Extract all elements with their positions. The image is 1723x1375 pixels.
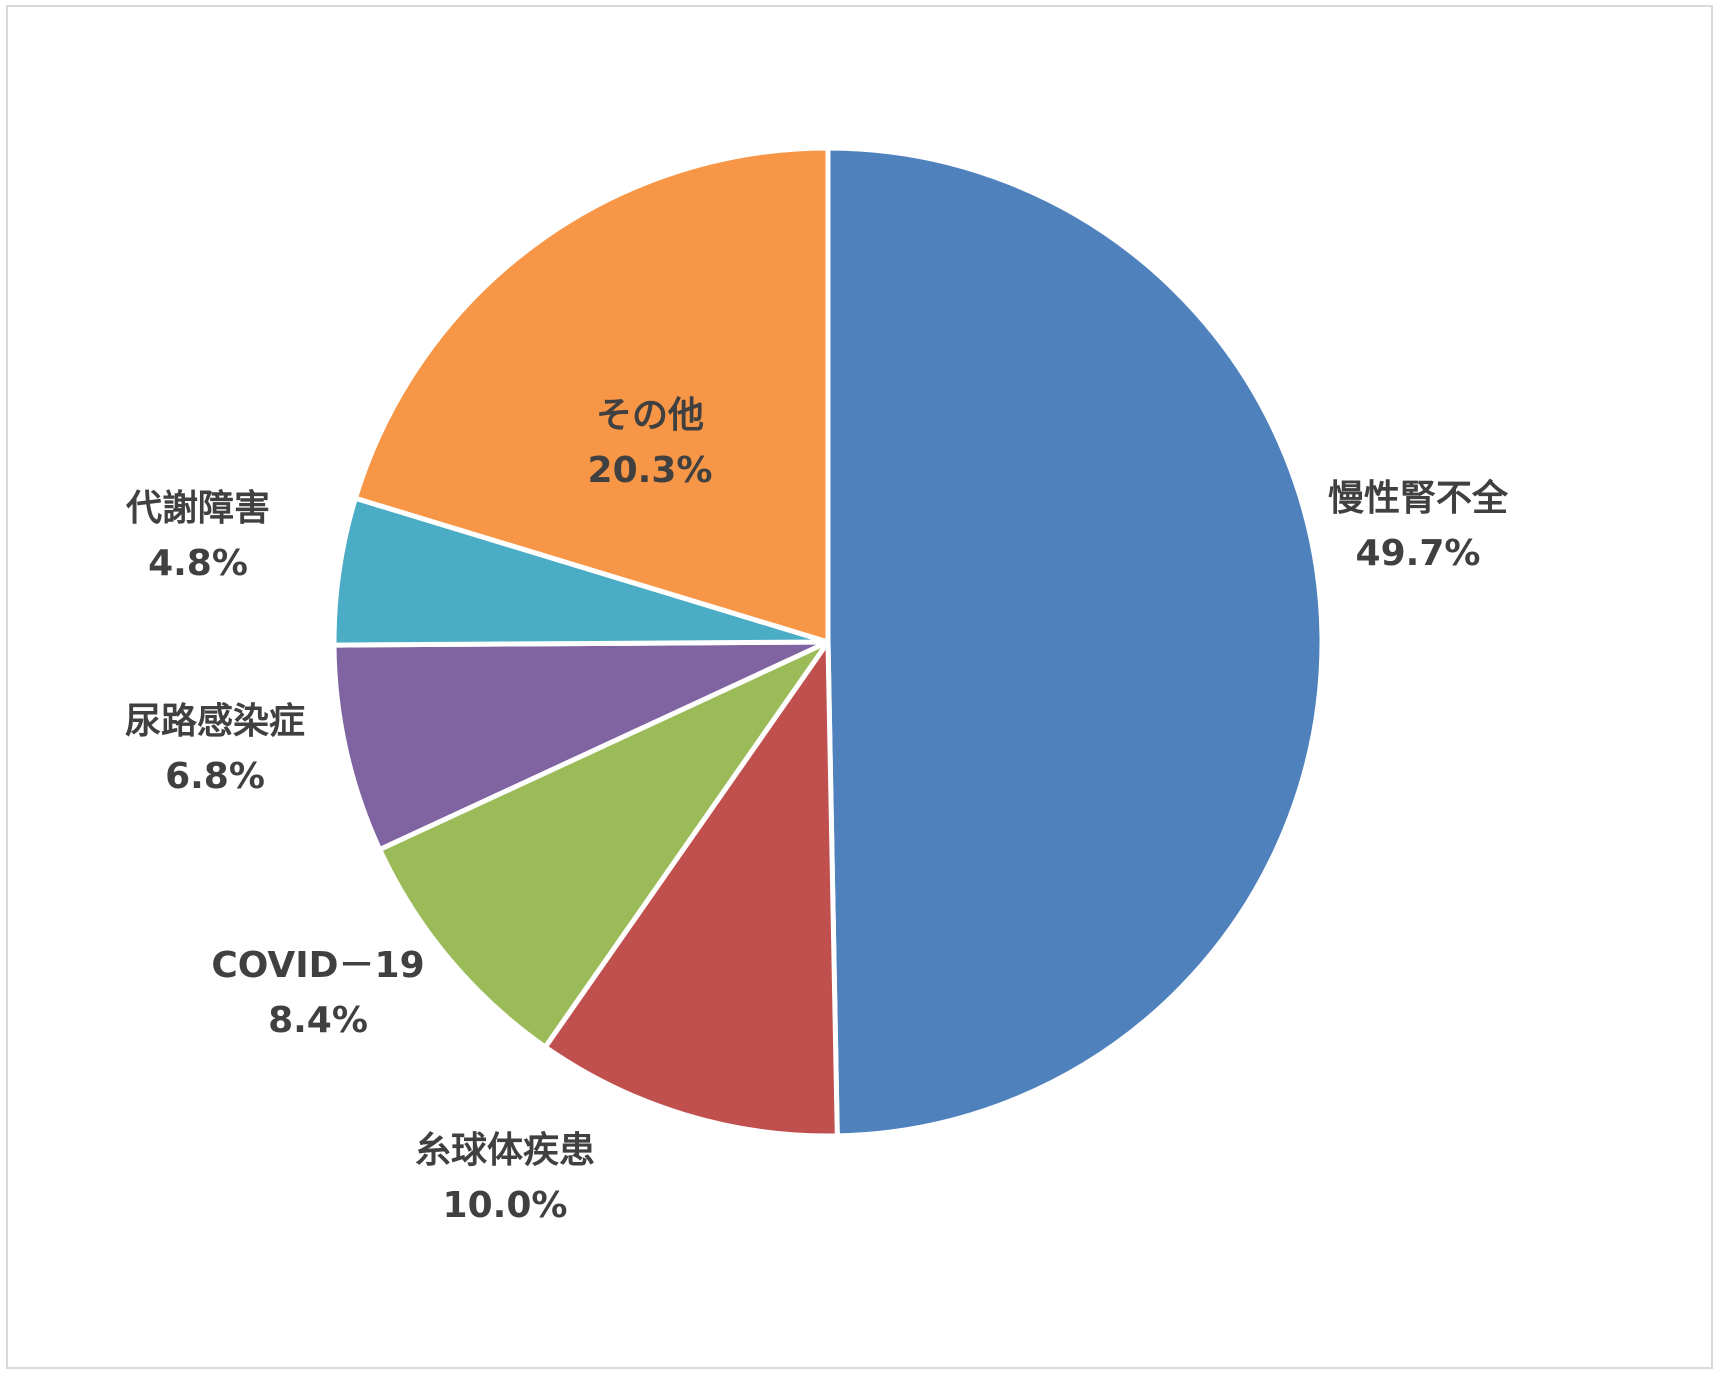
pie-slice-6 bbox=[352, 145, 831, 645]
slice-label-4: 尿路感染症 6.8% bbox=[125, 701, 305, 797]
slice-value-label: 10.0% bbox=[443, 1185, 568, 1226]
slice-value-label: 4.8% bbox=[148, 543, 248, 584]
slice-value-label: 8.4% bbox=[268, 1000, 368, 1041]
slice-value-label: 6.8% bbox=[165, 756, 265, 797]
slice-name-label: その他 bbox=[596, 395, 704, 436]
slice-name-label: 尿路感染症 bbox=[125, 701, 305, 742]
pie-slice-3 bbox=[377, 639, 831, 1050]
slice-value-label: 49.7% bbox=[1356, 533, 1481, 574]
pie-slice-5 bbox=[331, 495, 831, 648]
slice-name-label: 糸球体疾患 bbox=[415, 1130, 595, 1171]
slice-label-2: 糸球体疾患 10.0% bbox=[415, 1130, 595, 1226]
slice-name-label: 代謝障害 bbox=[125, 488, 270, 529]
slice-label-5: 代謝障害 4.8% bbox=[125, 488, 270, 584]
slice-value-label: 20.3% bbox=[588, 450, 713, 491]
pie-slice-2 bbox=[542, 639, 840, 1139]
slice-label-1: 慢性腎不全 49.7% bbox=[1328, 477, 1509, 574]
pie-slice-1 bbox=[825, 145, 1325, 1139]
pie-slice-4 bbox=[331, 639, 831, 853]
slice-label-6: その他 20.3% bbox=[588, 395, 713, 491]
slice-name-label: COVID－19 bbox=[211, 945, 424, 986]
slice-labels: 慢性腎不全 49.7% 糸球体疾患 10.0% COVID－19 8.4% 尿路感染症 6.8… bbox=[125, 395, 1509, 1226]
slice-name-label: 慢性腎不全 bbox=[1328, 477, 1509, 519]
pie-slices bbox=[331, 145, 1325, 1139]
slice-label-3: COVID－19 8.4% bbox=[211, 945, 424, 1041]
